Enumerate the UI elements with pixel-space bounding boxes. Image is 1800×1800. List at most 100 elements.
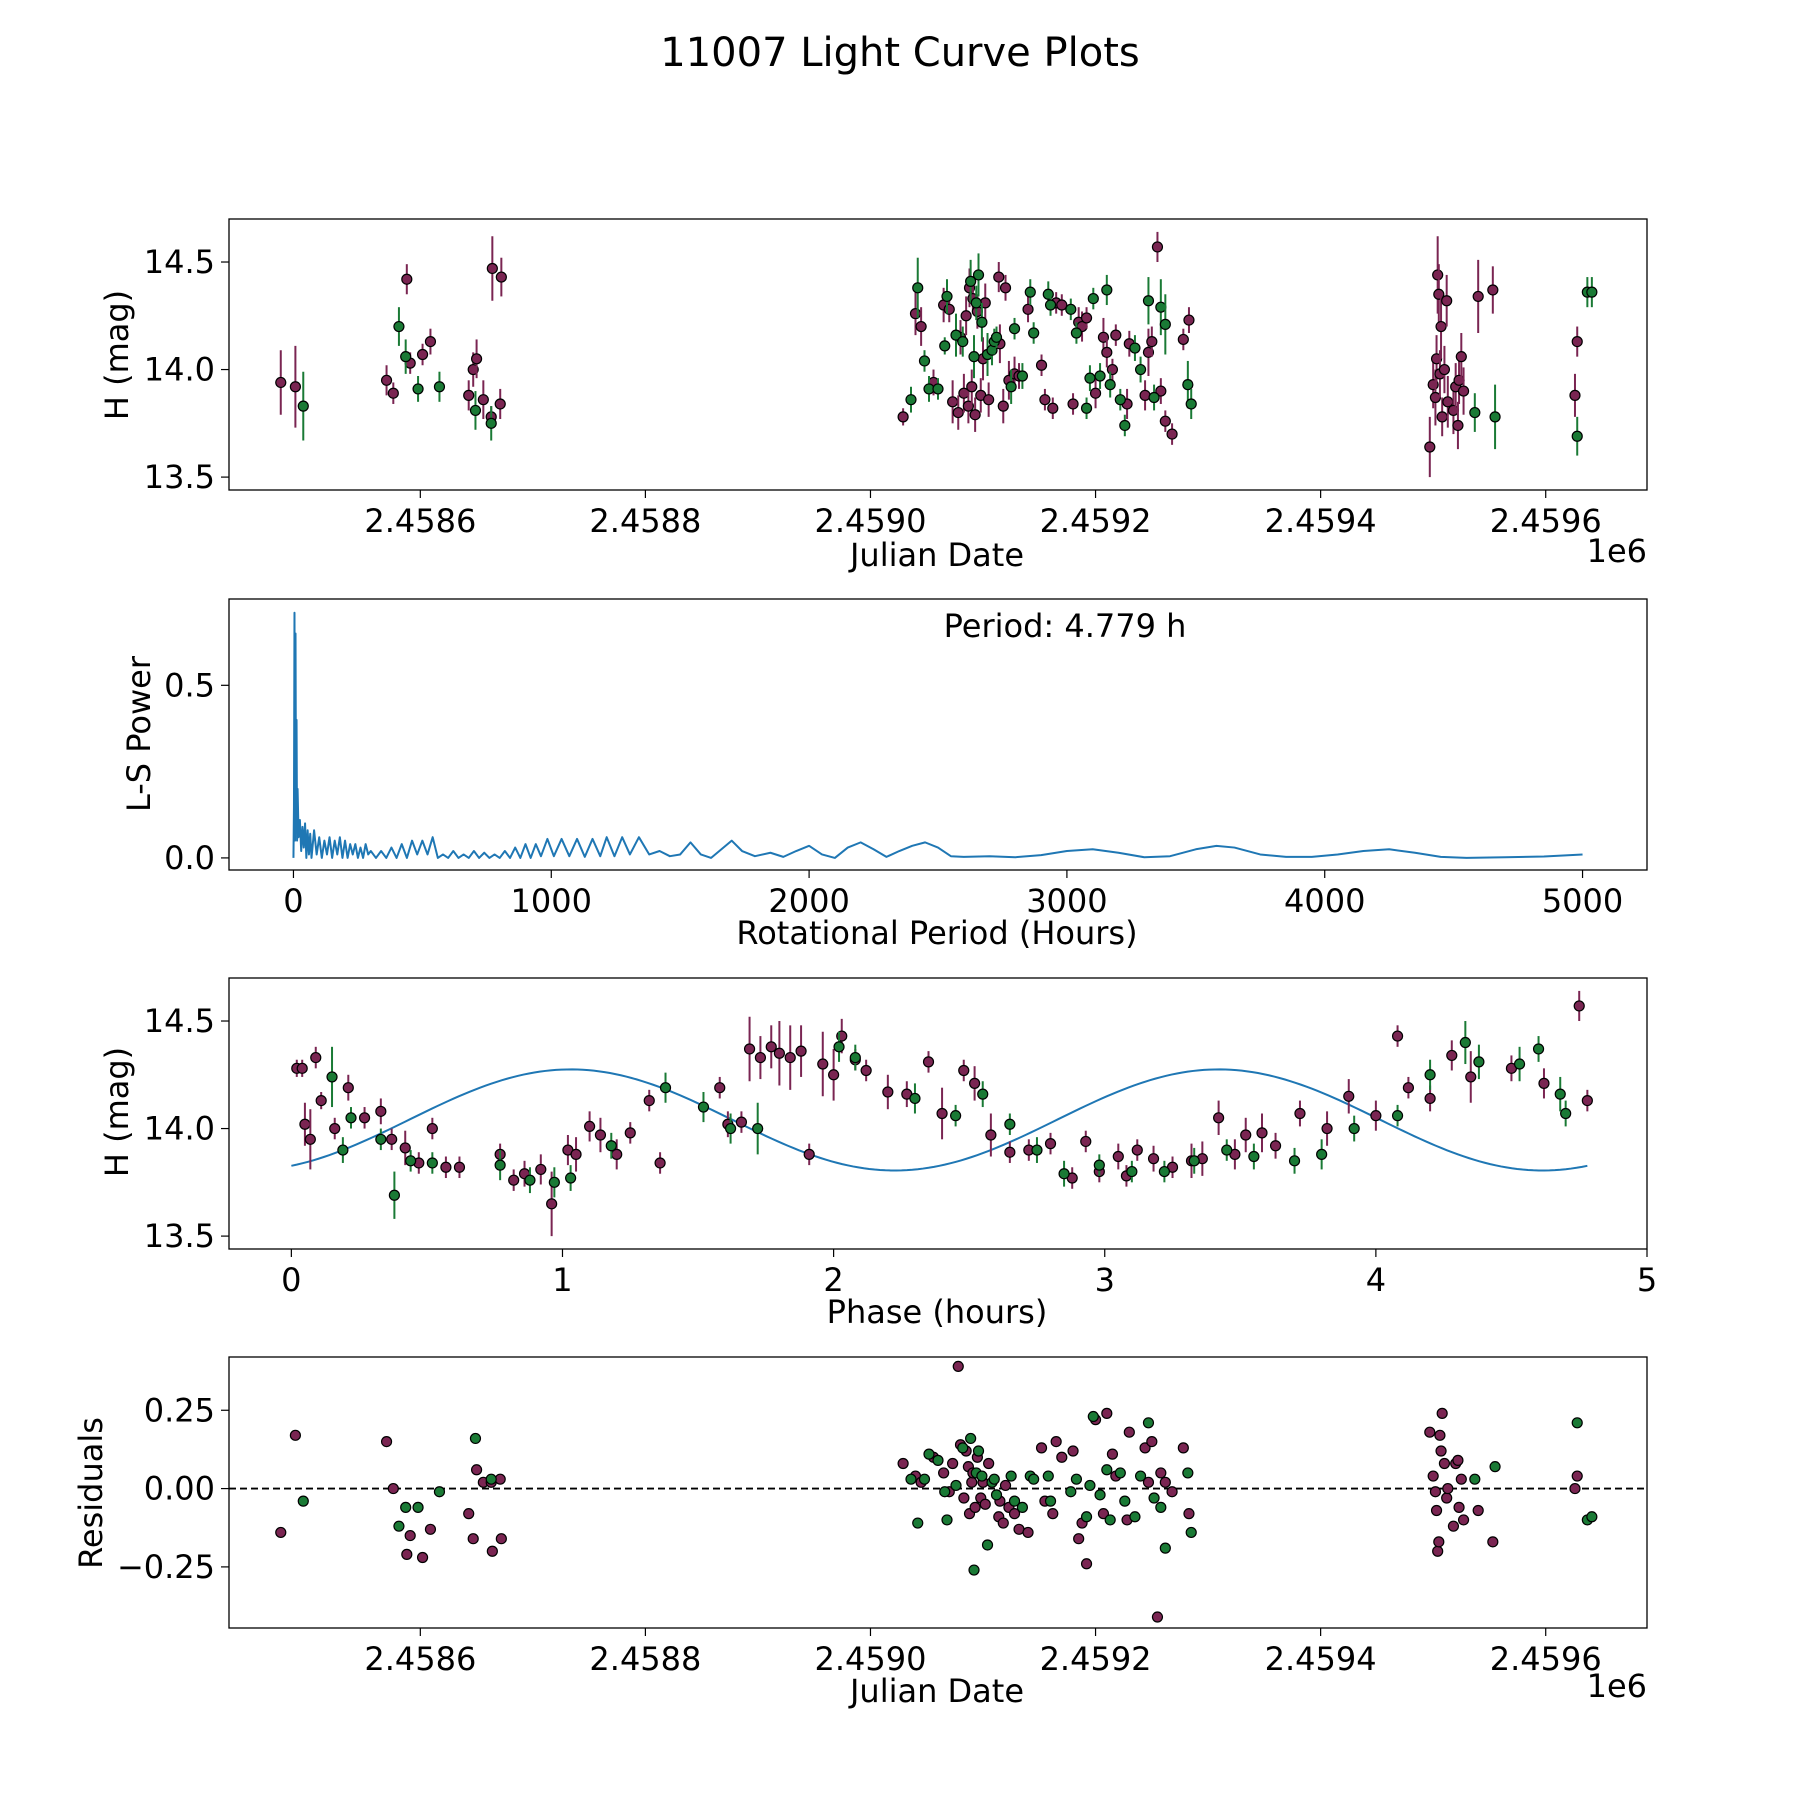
resid-point: [1065, 1486, 1077, 1498]
lc-point: [1571, 430, 1583, 442]
resid-point: [1427, 1470, 1439, 1482]
phase-point: [605, 1140, 617, 1152]
lc-point: [1166, 428, 1178, 440]
lc-point: [401, 273, 413, 285]
residuals-offset-label: 1e6: [1587, 1667, 1647, 1705]
phase-point: [833, 1041, 845, 1053]
phase-point: [548, 1176, 560, 1188]
phase-point: [1044, 1138, 1057, 1150]
resid-point: [1142, 1417, 1155, 1429]
phase-point: [1446, 1049, 1458, 1062]
residuals-xlabel: Julian Date: [848, 1672, 1024, 1710]
lightcurve-panel: 2.4586 2.4588 2.4590 2.4592 2.4594 2.4596 13.5…: [98, 218, 1648, 574]
phase-point: [1343, 1090, 1355, 1102]
resid-point: [400, 1501, 412, 1513]
resid-point: [1489, 1461, 1501, 1473]
resid-point: [467, 1533, 479, 1545]
phase-ytick-label: 14.5: [144, 1002, 215, 1040]
phase-point: [654, 1157, 666, 1169]
resid-point: [1571, 1470, 1583, 1482]
lc-point: [494, 398, 506, 410]
resid-point: [952, 1360, 964, 1372]
phase-point: [326, 1071, 338, 1083]
lc-point: [1151, 241, 1164, 253]
phase-point: [795, 1045, 807, 1057]
phase-point: [659, 1082, 672, 1094]
ls-xtick-label: 4000: [1284, 882, 1365, 920]
lc-ytick-label: 13.5: [144, 458, 215, 496]
lc-xtick-label: 2.4592: [1040, 502, 1152, 540]
phase-point: [299, 1118, 311, 1130]
phase-point: [714, 1082, 726, 1094]
lc-point: [1469, 406, 1481, 419]
lc-point: [912, 282, 924, 294]
resid-point: [1067, 1445, 1079, 1457]
phase-point: [546, 1198, 558, 1210]
phase-point: [882, 1086, 894, 1098]
phase-point: [1348, 1122, 1360, 1135]
lc-point: [915, 320, 927, 333]
lc-point: [1453, 374, 1465, 386]
phase-point: [1248, 1150, 1260, 1163]
phase-point: [1188, 1155, 1200, 1167]
ls-xtick-label: 1000: [511, 882, 592, 920]
resid-point: [1139, 1442, 1151, 1454]
lc-point: [970, 297, 982, 309]
lc-point: [939, 340, 951, 352]
resid-point: [1080, 1511, 1093, 1523]
lc-point: [983, 394, 995, 406]
resid-xtick-label: 2.4586: [364, 1640, 476, 1678]
resid-point: [1436, 1407, 1448, 1419]
residuals-ylabel: Residuals: [72, 1417, 110, 1569]
resid-point: [1469, 1473, 1481, 1485]
resid-point: [1441, 1492, 1453, 1504]
resid-point: [1142, 1476, 1155, 1488]
lc-point: [1039, 394, 1051, 406]
lc-point: [947, 396, 959, 408]
lc-point: [918, 355, 931, 367]
lightcurve-offset-label: 1e6: [1587, 532, 1647, 570]
resid-point: [997, 1517, 1009, 1529]
resid-point: [983, 1457, 995, 1470]
resid-point: [1155, 1501, 1167, 1513]
phase-point: [1473, 1056, 1485, 1068]
phase-marks: [291, 990, 1593, 1237]
lc-point: [275, 376, 287, 389]
resid-xtick-label: 2.4590: [814, 1640, 926, 1678]
resid-point: [1070, 1473, 1083, 1485]
resid-point: [1487, 1536, 1499, 1548]
lc-point: [1177, 333, 1189, 346]
lc-point: [1155, 385, 1167, 397]
phase-point: [754, 1051, 767, 1064]
resid-marks: [229, 1360, 1647, 1623]
resid-point: [1447, 1520, 1460, 1532]
phase-point: [985, 1129, 997, 1141]
lc-point: [1044, 299, 1057, 311]
resid-point: [939, 1486, 951, 1498]
resid-point: [495, 1533, 507, 1545]
phase-panel: 0 1 2 3 4 5 13.5 14.0 14.5 Phase (hours) H (mag): [98, 977, 1657, 1331]
ls-power-line: [292, 611, 1583, 859]
phase-point: [329, 1122, 341, 1135]
resid-point: [1094, 1489, 1106, 1501]
phase-ytick-label: 13.5: [144, 1217, 215, 1255]
phase-xtick-label: 3: [1095, 1261, 1115, 1299]
resid-point: [1123, 1426, 1135, 1438]
lc-point: [469, 404, 482, 417]
lc-point: [1571, 335, 1583, 348]
resid-point: [1433, 1536, 1445, 1548]
lc-point: [1080, 312, 1093, 324]
resid-point: [485, 1473, 497, 1485]
lc-point: [1047, 402, 1059, 414]
resid-point: [958, 1492, 970, 1504]
lc-point: [393, 320, 405, 333]
residuals-plot-area: 2.4586 2.4588 2.4590 2.4592 2.4594 2.4596 −0.2…: [117, 1356, 1648, 1678]
lc-point: [1089, 387, 1102, 399]
resid-point: [941, 1514, 953, 1526]
phase-xtick-label: 2: [823, 1261, 843, 1299]
lc-point: [463, 389, 475, 401]
phase-point: [969, 1077, 981, 1089]
phase-point: [1424, 1092, 1436, 1105]
resid-point: [918, 1473, 931, 1485]
phase-point: [296, 1062, 308, 1074]
